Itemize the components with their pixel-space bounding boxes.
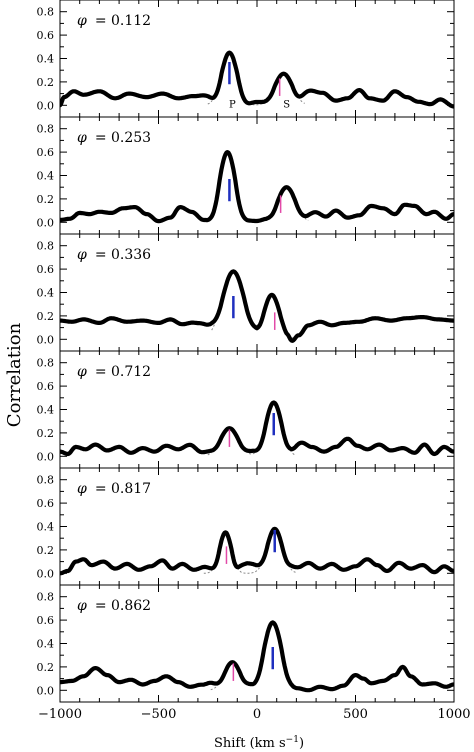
y-tick-label: 0.0 [37,99,55,112]
x-axis-title-sup: −1 [286,735,299,745]
phase-label: φ = 0.712 [77,364,151,380]
y-tick-label: 0.4 [37,170,55,183]
phase-symbol: φ [77,13,87,29]
x-tick-label: −1000 [38,707,82,722]
phase-label: φ = 0.112 [77,13,151,29]
y-tick-label: 0.8 [37,474,55,487]
x-axis-title: Shift (km s−1) [214,735,304,751]
y-tick-label: 0.8 [37,123,55,136]
y-tick-label: 0.2 [37,544,55,557]
y-tick-label: 0.8 [37,591,55,604]
phase-label: φ = 0.817 [77,481,151,497]
fit-curve [211,271,294,339]
correlation-curve [60,526,454,576]
y-tick-label: 0.0 [37,216,55,229]
phase-label: φ = 0.336 [77,247,151,263]
y-tick-label: 0.2 [37,661,55,674]
phase-symbol: φ [77,481,87,497]
y-tick-label: 0.4 [37,638,55,651]
phase-value: = 0.817 [95,481,151,497]
correlation-curve [60,620,454,693]
correlation-curve [60,150,454,224]
y-tick-label: 0.4 [37,287,55,300]
phase-label: φ = 0.253 [77,130,151,146]
correlation-curve [60,400,454,457]
y-tick-label: 0.0 [37,333,55,346]
peak-label-secondary: S [283,100,290,111]
y-tick-label: 0.6 [37,380,55,393]
y-tick-label: 0.2 [37,310,55,323]
y-tick-label: 0.2 [37,76,55,89]
x-tick-label: 1000 [437,707,470,722]
phase-value: = 0.712 [95,364,151,380]
x-tick-label: −500 [141,707,177,722]
y-tick-label: 0.4 [37,521,55,534]
y-tick-label: 0.0 [37,684,55,697]
phase-value: = 0.862 [95,598,151,614]
y-tick-label: 0.4 [37,404,55,417]
phase-label: φ = 0.862 [77,598,151,614]
panel-5: 0.0 0.2 0.4 0.6 0.8 φ = 0.817 [37,467,455,586]
phase-symbol: φ [77,247,87,263]
peak-label-primary: P [229,100,236,111]
panel-3: 0.0 0.2 0.4 0.6 0.8 φ = 0.336 [37,233,455,352]
y-tick-label: 0.6 [37,614,55,627]
y-tick-label: 0.2 [37,193,55,206]
y-tick-label: 0.6 [37,146,55,159]
x-tick-label: 0 [253,707,261,722]
phase-symbol: φ [77,130,87,146]
phase-value: = 0.253 [95,130,151,146]
panel-1: 0.0 0.2 0.4 0.6 0.8 φ = 0.112 P S [37,0,455,118]
panel-4: 0.0 0.2 0.4 0.6 0.8 φ = 0.712 [37,350,455,469]
phase-symbol: φ [77,598,87,614]
x-axis-title-close: ) [299,736,304,751]
x-axis-title-main: Shift (km s [214,736,286,751]
correlation-curve [60,50,454,109]
panel-frame [59,584,455,703]
y-tick-label: 0.8 [37,240,55,253]
correlation-curve [60,269,454,343]
y-tick-label: 0.8 [37,6,55,19]
y-axis-title: Correlation [4,322,25,427]
x-tick-label: 500 [343,707,368,722]
phase-value: = 0.112 [95,13,151,29]
y-tick-label: 0.4 [37,53,55,66]
y-tick-label: 0.8 [37,357,55,370]
y-tick-label: 0.6 [37,497,55,510]
panels-layer: 0.0 0.2 0.4 0.6 0.8 φ = 0.112 P S 0.0 0.2 0.4 0.6 0.8… [37,0,455,703]
y-tick-label: 0.6 [37,29,55,42]
phase-symbol: φ [77,364,87,380]
phase-value: = 0.336 [95,247,151,263]
panel-6: 0.0 0.2 0.4 0.6 0.8 φ = 0.862 [37,584,455,703]
y-tick-label: 0.2 [37,427,55,440]
panel-2: 0.0 0.2 0.4 0.6 0.8 φ = 0.253 [37,116,455,235]
y-tick-label: 0.0 [37,450,55,463]
y-tick-label: 0.0 [37,567,55,580]
y-tick-label: 0.6 [37,263,55,276]
x-tick-labels: −1000 −500 0 500 1000 [38,707,471,722]
